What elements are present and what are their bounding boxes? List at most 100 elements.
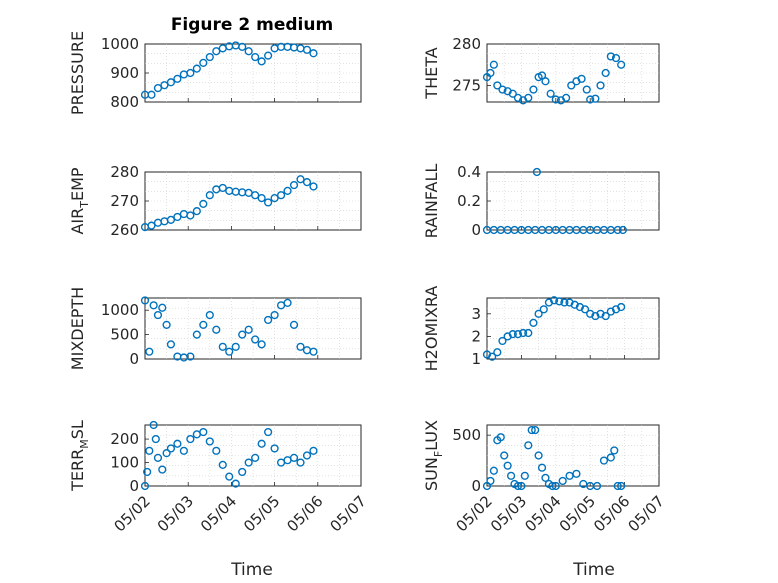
data-point <box>199 427 208 437</box>
data-point <box>166 78 176 87</box>
y-tick-label: 100 <box>110 454 139 472</box>
data-point <box>599 456 609 465</box>
data-point <box>289 320 299 329</box>
y-tick-label: 900 <box>110 64 139 82</box>
x-tick-label: 05/06 <box>590 492 633 535</box>
data-point <box>264 198 273 207</box>
data-point <box>158 303 167 312</box>
data-point <box>549 296 559 305</box>
data-point <box>257 57 266 66</box>
data-point <box>264 427 273 437</box>
data-point <box>534 451 543 460</box>
data-point <box>601 311 610 321</box>
data-point <box>270 444 279 453</box>
data-point <box>486 476 495 486</box>
data-point <box>218 183 227 193</box>
data-point <box>205 52 214 62</box>
data-point <box>558 476 567 486</box>
subplot-3: 260 270 280 AIRTEMP <box>68 163 362 239</box>
x-tick-label: 05/03 <box>154 492 197 535</box>
y-tick-label: 270 <box>110 192 139 210</box>
data-point <box>140 296 150 305</box>
data-point <box>548 481 557 491</box>
data-point <box>617 481 626 491</box>
subplot-5: 0 500 1000 MIXDEPTH <box>68 287 362 370</box>
data-point <box>289 453 299 462</box>
data-point <box>186 211 195 220</box>
axes-frame <box>486 171 660 231</box>
y-axis-label: AIRTEMP <box>68 167 91 234</box>
data-point <box>225 347 234 356</box>
data-point <box>238 467 247 477</box>
y-tick-label: 800 <box>110 93 139 111</box>
data-point <box>617 60 626 69</box>
data-point <box>149 301 158 310</box>
data-point <box>592 481 602 491</box>
data-point <box>143 467 152 477</box>
data-point <box>618 225 627 235</box>
data-point <box>257 439 266 448</box>
x-tick-label: 05/03 <box>487 492 530 535</box>
data-point <box>601 68 610 78</box>
y-tick-label: 0 <box>471 477 481 495</box>
x-tick-label: 05/05 <box>556 492 599 535</box>
data-point <box>551 95 560 104</box>
data-point <box>617 302 626 312</box>
data-point <box>493 348 502 357</box>
data-point <box>309 446 318 455</box>
data-point <box>173 439 182 448</box>
data-point <box>527 425 536 435</box>
data-point <box>238 42 247 52</box>
data-point <box>218 460 227 469</box>
data-point <box>270 194 279 203</box>
subplot-4: 0 0.2 0.4 RAINFALL <box>422 163 660 239</box>
data-point <box>186 434 195 444</box>
y-axis-label: TERRMSL <box>68 420 91 492</box>
data-point <box>153 310 163 320</box>
data-point <box>541 473 550 482</box>
data-point <box>192 330 201 339</box>
data-point <box>496 433 505 442</box>
x-tick-label: 05/02 <box>111 492 154 535</box>
subplot-6: 1 2 3 H2OMIXRA <box>422 286 660 371</box>
data-point <box>500 451 509 460</box>
data-point <box>309 182 318 191</box>
data-point <box>534 309 543 318</box>
subplot-2: 275 280 THETA <box>422 35 660 105</box>
data-point <box>257 340 266 349</box>
data-point <box>498 85 507 94</box>
x-tick-label: 05/05 <box>240 492 283 535</box>
data-point <box>283 186 292 195</box>
data-point <box>296 175 305 184</box>
data-point <box>537 463 547 472</box>
data-point <box>524 441 533 450</box>
data-point <box>153 453 163 462</box>
data-point <box>562 93 571 102</box>
data-point <box>199 58 208 67</box>
data-point <box>244 47 253 56</box>
data-point <box>541 77 550 86</box>
data-point <box>296 458 305 467</box>
data-point <box>147 221 156 230</box>
y-axis-label: RAINFALL <box>422 164 441 239</box>
axes-frame <box>486 43 660 103</box>
data-point <box>524 93 533 102</box>
data-point <box>173 212 182 222</box>
x-axis-label-left: Time <box>230 560 273 580</box>
data-point <box>264 51 273 60</box>
data-point <box>205 437 214 446</box>
data-point <box>186 68 195 78</box>
subplot-7: 0 100 200 05/02 05/03 05/04 05/05 05/06 05/07 TER… <box>68 420 370 535</box>
data-point <box>498 336 507 346</box>
data-point <box>489 466 498 475</box>
x-tick-label: 05/04 <box>521 492 564 535</box>
data-point <box>488 352 497 361</box>
data-point <box>231 479 240 488</box>
data-point <box>529 318 538 327</box>
data-point <box>309 49 318 58</box>
y-tick-label: 200 <box>110 430 139 448</box>
data-point <box>199 199 208 209</box>
data-point <box>486 68 495 78</box>
data-point <box>606 453 615 462</box>
